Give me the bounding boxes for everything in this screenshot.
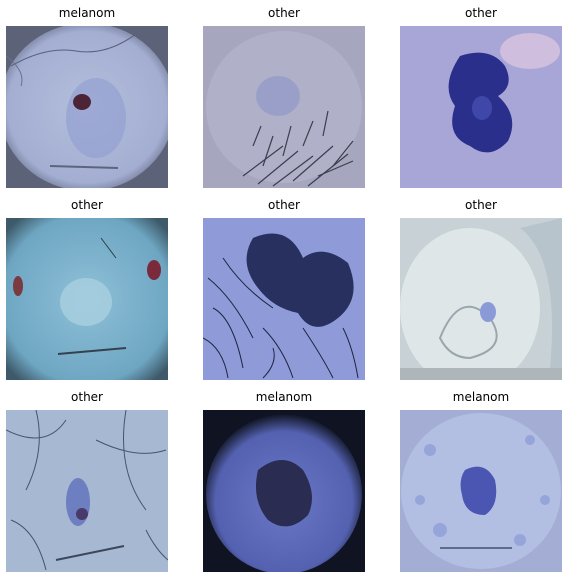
lesion-image	[6, 410, 168, 572]
lesion-image	[203, 410, 365, 572]
panel-label: other	[400, 4, 562, 22]
panel-label: melanom	[203, 388, 365, 406]
lesion-image	[6, 26, 168, 188]
panel-label: other	[6, 196, 168, 214]
panel-label: other	[6, 388, 168, 406]
panel-label: other	[203, 196, 365, 214]
lesion-image	[203, 218, 365, 380]
lesion-image	[400, 218, 562, 380]
lesion-image	[400, 26, 562, 188]
panel-label: other	[400, 196, 562, 214]
panel-label: other	[203, 4, 365, 22]
panel-label: melanom	[400, 388, 562, 406]
panel-label: melanom	[6, 4, 168, 22]
lesion-image	[203, 26, 365, 188]
lesion-image	[400, 410, 562, 572]
lesion-image	[6, 218, 168, 380]
